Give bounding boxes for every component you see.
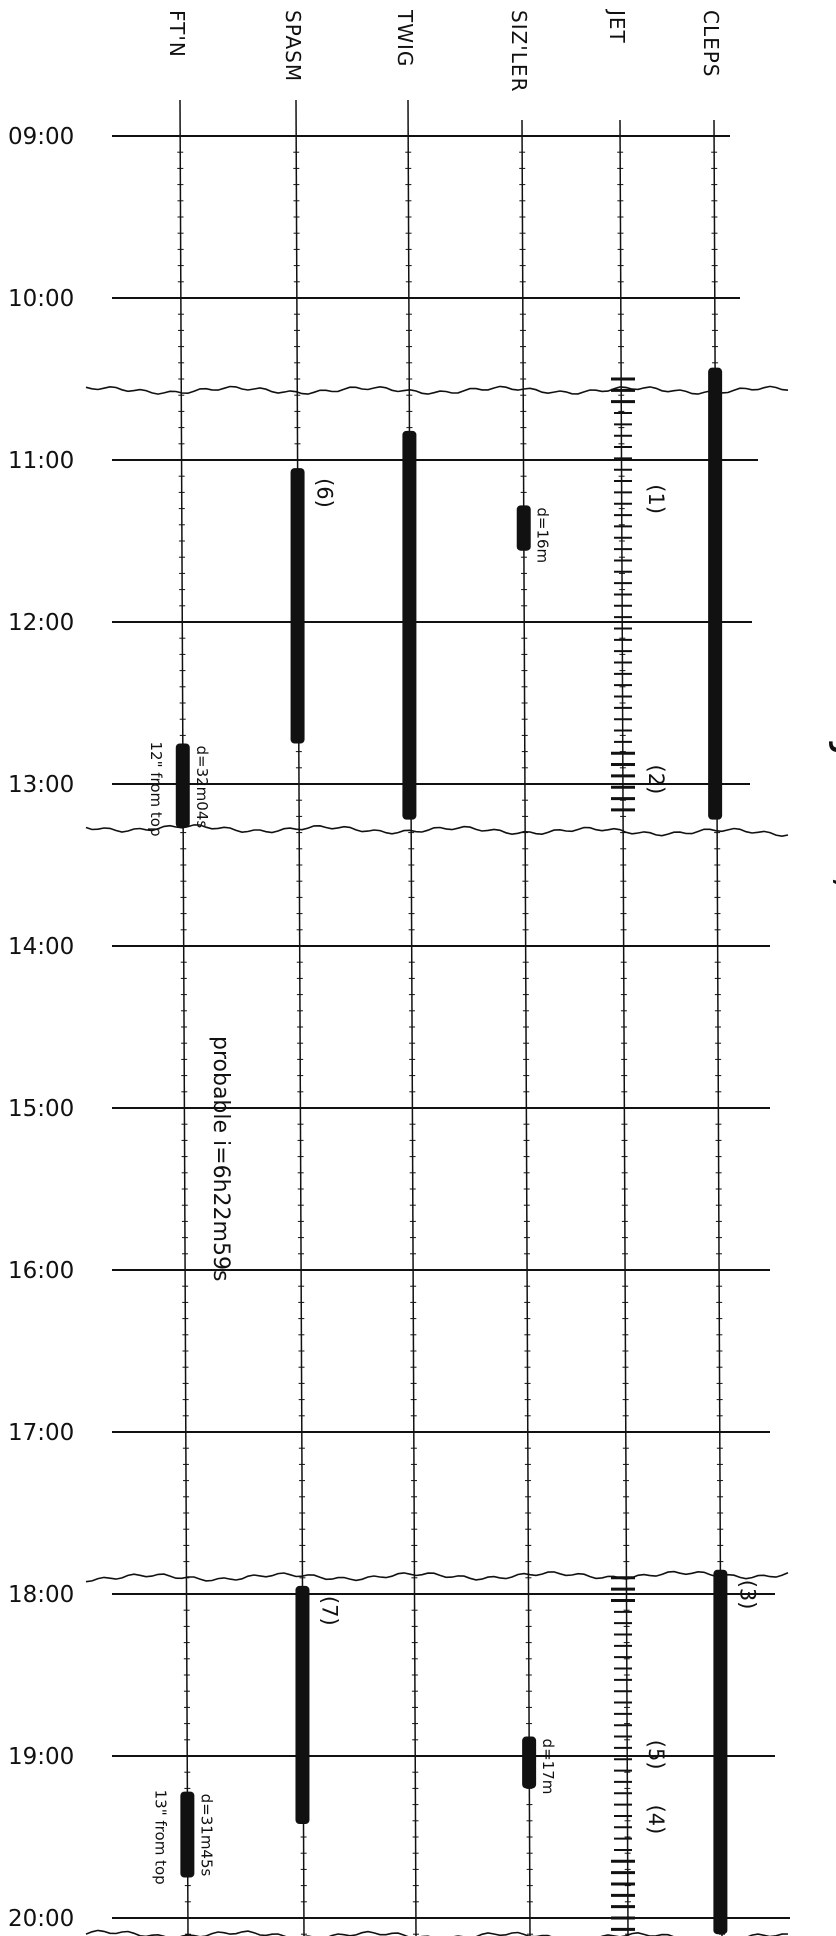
jet-marker: (4) (644, 1805, 668, 1835)
column-line-4 (619, 119, 629, 1936)
eruption-duration-note: d=16m (534, 507, 552, 563)
eruption-bar (402, 430, 417, 820)
column-line-2 (407, 99, 417, 1936)
time-label: 12:00 (8, 610, 74, 636)
rest-boundary-line (85, 385, 789, 395)
chart-title: JULY 2, 1996 (827, 741, 836, 1017)
jet-marker: (5) (644, 1740, 668, 1770)
eruption-height-note: 12" from top (147, 742, 165, 837)
column-label: SPASM (281, 10, 305, 82)
time-label: 13:00 (8, 772, 74, 798)
time-label: 15:00 (8, 1096, 74, 1122)
eruption-bar (522, 1736, 537, 1789)
annotation-probable-interval: probable i=6h22m59s (208, 1036, 233, 1281)
column-label: CLEPS (699, 10, 723, 78)
time-label: 17:00 (8, 1420, 74, 1446)
eruption-bar (175, 743, 190, 828)
column-label: FT'N (165, 10, 189, 58)
eruption-duration-note: d=32m04s (193, 746, 211, 829)
eruption-bar (290, 468, 305, 744)
time-label: 20:00 (8, 1906, 74, 1932)
column-label: SIZ'LER (507, 10, 531, 92)
time-label: 10:00 (8, 286, 74, 312)
rest-boundary-line (85, 1929, 789, 1936)
time-label: 14:00 (8, 934, 74, 960)
eruption-bar (180, 1791, 195, 1878)
eruption-duration-note: d=17m (539, 1739, 557, 1795)
eruption-bar (708, 367, 723, 820)
eruption-bar (516, 505, 531, 551)
marks-layer (175, 367, 728, 1935)
column-label: JET (605, 8, 629, 44)
rest-boundary-line (85, 1570, 789, 1583)
base-layer (85, 99, 790, 1936)
eruption-marker: (7) (317, 1596, 341, 1626)
time-label: 19:00 (8, 1744, 74, 1770)
eruption-duration-note: d=31m45s (197, 1794, 215, 1877)
text-layer: JULY 2, 1996 probable i=6h22m59s 09:00 10… (8, 8, 836, 1932)
jet-marker: (1) (644, 484, 668, 514)
eruption-height-note: 13" from top (151, 1790, 169, 1885)
time-label: 11:00 (8, 448, 74, 474)
rest-boundary-line (85, 824, 789, 838)
time-label: 18:00 (8, 1582, 74, 1608)
eruption-marker: (6) (313, 478, 337, 508)
column-label: TWIG (393, 9, 417, 67)
eruption-bar (713, 1569, 728, 1935)
time-label: 16:00 (8, 1258, 74, 1284)
column-line-0 (179, 99, 189, 1936)
jet-marker: (2) (644, 765, 668, 795)
eruption-bar (295, 1585, 310, 1825)
time-label: 09:00 (8, 124, 74, 150)
eruption-marker: (3) (735, 1580, 759, 1610)
column-line-3 (521, 119, 531, 1936)
